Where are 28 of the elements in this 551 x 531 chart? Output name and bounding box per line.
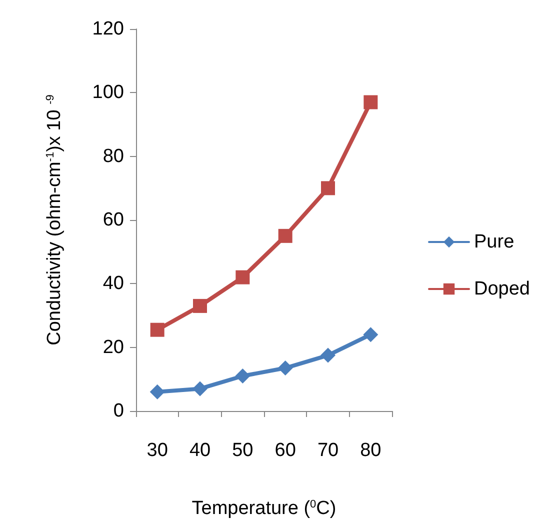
point (363, 327, 378, 342)
legend-label: Pure (474, 232, 514, 252)
point (236, 270, 250, 284)
point (193, 298, 207, 313)
point (192, 381, 208, 396)
y-tick-label: 40 (102, 273, 124, 294)
point (320, 348, 336, 363)
point (150, 384, 165, 400)
y-tick-label: 120 (92, 18, 124, 40)
point (364, 95, 378, 110)
y-tick-label: 100 (92, 82, 124, 104)
x-tick-label: 80 (360, 440, 382, 461)
point (150, 322, 164, 337)
point (235, 368, 250, 384)
y-tick-label: 80 (102, 146, 124, 167)
x-tick-label: 70 (317, 440, 339, 461)
x-tick-label: 60 (274, 440, 296, 461)
x-tick-label: 50 (232, 440, 254, 461)
legend-label: Doped (474, 278, 530, 300)
y-tick-label: 60 (102, 210, 124, 230)
y-tick-label: 0 (113, 400, 124, 422)
y-tick-label: 20 (102, 336, 124, 358)
point (278, 228, 292, 243)
point (278, 360, 293, 376)
x-tick-label: 30 (146, 440, 168, 461)
x-tick-label: 40 (189, 440, 211, 461)
point (321, 181, 335, 196)
y-axis-title: Conductivity (ohm-cm-1)x 10 -9 (44, 94, 65, 346)
